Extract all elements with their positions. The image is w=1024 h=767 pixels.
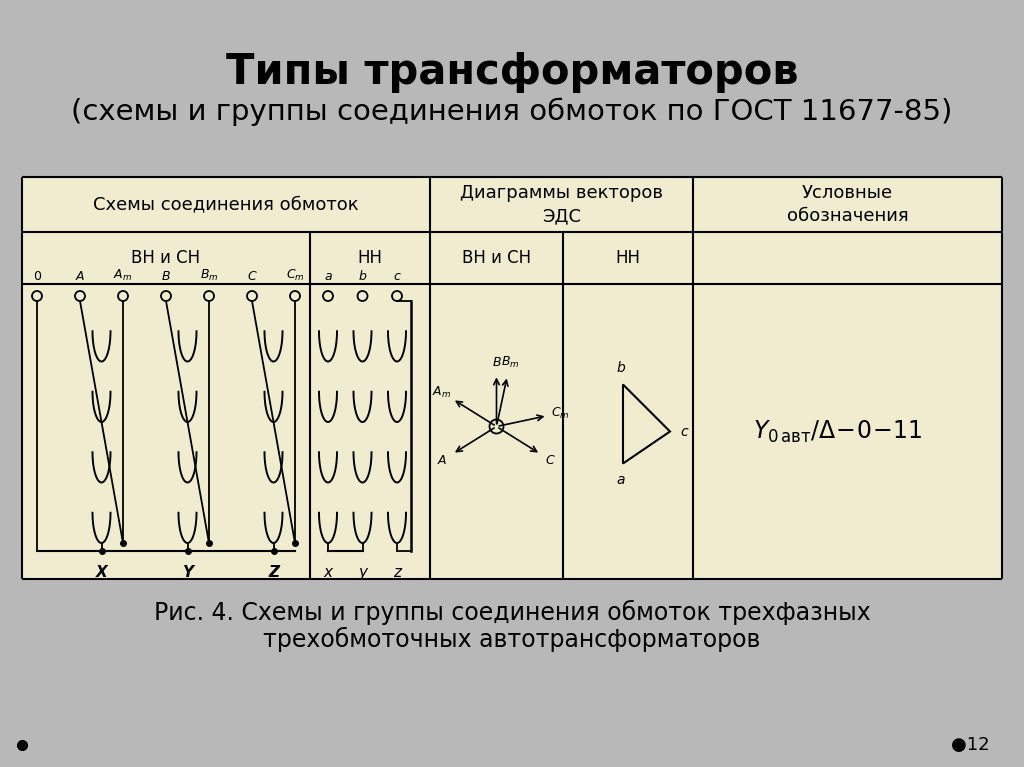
Text: Z: Z	[268, 565, 279, 580]
Text: 0: 0	[33, 270, 41, 283]
Text: $B_m$: $B_m$	[200, 268, 218, 283]
Text: НН: НН	[357, 249, 383, 267]
Text: $a$: $a$	[616, 472, 626, 486]
Text: (схемы и группы соединения обмоток по ГОСТ 11677-85): (схемы и группы соединения обмоток по ГО…	[72, 97, 952, 127]
Text: $C_m$: $C_m$	[286, 268, 304, 283]
Text: b: b	[358, 270, 367, 283]
Text: трехобмоточных автотрансформаторов: трехобмоточных автотрансформаторов	[263, 627, 761, 652]
Text: a: a	[325, 270, 332, 283]
Text: $A_m$: $A_m$	[114, 268, 132, 283]
Text: $c$: $c$	[680, 424, 689, 439]
Text: $C_m$: $C_m$	[551, 406, 569, 420]
Text: Условные
обозначения: Условные обозначения	[786, 184, 908, 225]
Text: $B_m$: $B_m$	[501, 355, 519, 370]
Text: Схемы соединения обмоток: Схемы соединения обмоток	[93, 196, 358, 213]
Text: A: A	[76, 270, 84, 283]
Text: Типы трансформаторов: Типы трансформаторов	[225, 51, 799, 93]
Text: C: C	[248, 270, 256, 283]
Text: Диаграммы векторов
ЭДС: Диаграммы векторов ЭДС	[460, 184, 663, 225]
Text: x: x	[324, 565, 333, 580]
Text: ВН и СН: ВН и СН	[131, 249, 201, 267]
Text: $C$: $C$	[546, 454, 556, 467]
Text: z: z	[393, 565, 401, 580]
Text: X: X	[95, 565, 108, 580]
Text: Y: Y	[182, 565, 193, 580]
Text: B: B	[162, 270, 170, 283]
Text: c: c	[393, 270, 400, 283]
Text: $B$: $B$	[492, 356, 502, 369]
Text: $Y_{0\,\mathregular{авт}}/\Delta\!-\!0\!-\!11$: $Y_{0\,\mathregular{авт}}/\Delta\!-\!0\!…	[753, 419, 923, 445]
Text: y: y	[358, 565, 367, 580]
Text: Рис. 4. Схемы и группы соединения обмоток трехфазных: Рис. 4. Схемы и группы соединения обмото…	[154, 600, 870, 624]
Text: ●12: ●12	[951, 736, 990, 754]
Text: НН: НН	[615, 249, 640, 267]
Text: $A_m$: $A_m$	[432, 384, 451, 400]
Bar	[22, 177, 1002, 579]
Text: ВН и СН: ВН и СН	[462, 249, 531, 267]
Text: $b$: $b$	[615, 360, 626, 376]
Text: $A$: $A$	[437, 454, 447, 467]
